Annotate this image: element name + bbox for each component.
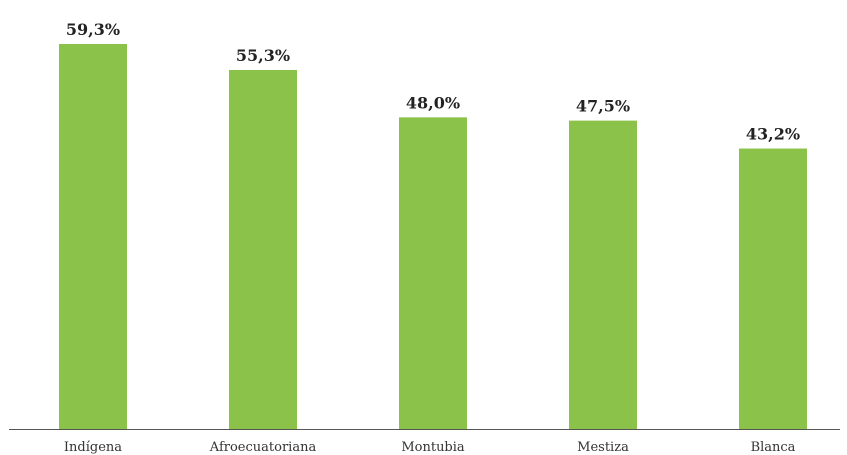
bar-4 [569, 120, 637, 429]
value-label-3: 48,0% [406, 93, 460, 112]
bars-group [59, 44, 807, 430]
category-label-5: Blanca [751, 440, 796, 455]
bar-3 [399, 117, 467, 429]
value-label-5: 43,2% [746, 125, 800, 144]
bar-5 [739, 148, 807, 429]
category-label-2: Afroecuatoriana [209, 440, 317, 455]
category-label-4: Mestiza [577, 440, 629, 455]
value-label-1: 59,3% [66, 20, 120, 39]
value-label-4: 47,5% [576, 97, 630, 116]
category-labels-group: Indígena Afroecuatoriana Montubia Mestiza Bl… [64, 440, 796, 455]
value-labels-group: 59,3% 55,3% 48,0% 47,5% 43,2% [66, 20, 800, 144]
bar-1 [59, 44, 127, 429]
category-label-3: Montubia [401, 440, 465, 455]
bar-2 [229, 69, 297, 430]
value-label-2: 55,3% [236, 46, 290, 65]
category-label-1: Indígena [64, 440, 122, 455]
